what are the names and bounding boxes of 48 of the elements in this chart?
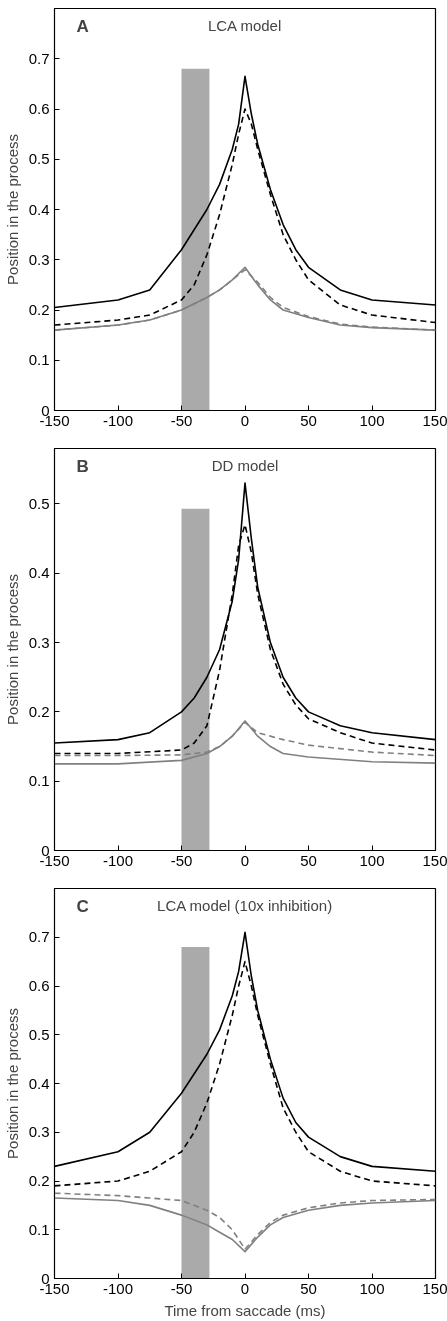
y-tick-label: 0.5 <box>28 150 50 168</box>
y-axis-title: Position in the process <box>3 1008 21 1159</box>
x-tick-label: -100 <box>102 411 134 429</box>
x-tick-label: 0 <box>240 851 250 869</box>
x-tick-label: -50 <box>170 851 193 869</box>
text: DD model <box>211 456 279 474</box>
x-tick-label: -50 <box>170 411 193 429</box>
y-tick-label: 0.5 <box>28 494 50 512</box>
y-tick-label: 0.4 <box>28 1074 50 1092</box>
y-tick-label: 0.5 <box>28 1025 50 1043</box>
y-axis-title: Position in the process <box>3 574 21 725</box>
x-tick-label: 0 <box>240 411 250 429</box>
x-tick-label: 150 <box>422 1279 447 1297</box>
y-tick-label: 0.7 <box>28 928 50 946</box>
x-tick-label: 150 <box>422 411 447 429</box>
text: LCA model (10x inhibition) <box>157 896 333 914</box>
y-tick-label: 0.2 <box>28 301 50 318</box>
x-tick-label: 50 <box>300 1279 317 1297</box>
y-tick-label: 0.1 <box>28 351 50 369</box>
x-tick-label: 100 <box>359 1279 385 1297</box>
y-tick-label: 0.3 <box>28 250 50 268</box>
line-series <box>54 720 436 765</box>
x-tick-label: 100 <box>359 851 385 869</box>
annotation: A <box>76 16 89 36</box>
annotation: B <box>76 456 89 476</box>
x-tick-label: 150 <box>422 851 447 869</box>
y-tick-label: 0.1 <box>28 772 50 790</box>
y-tick-label: 0.6 <box>28 977 50 994</box>
x-tick-label: -100 <box>102 851 134 869</box>
y-tick-label: 0.7 <box>28 49 50 67</box>
y-tick-label: 0.2 <box>28 702 50 720</box>
y-tick-label: 0.6 <box>28 100 50 117</box>
y-axis-title: Position in the process <box>3 134 21 285</box>
text: LCA model <box>207 16 282 34</box>
y-tick-label: 0.4 <box>28 564 50 582</box>
annotation: C <box>76 896 89 916</box>
x-tick-label: 50 <box>300 851 317 869</box>
y-tick-label: 0.2 <box>28 1172 50 1189</box>
x-tick-label: 50 <box>300 411 317 429</box>
y-tick-label: 0.3 <box>28 1123 50 1141</box>
x-tick-label: 100 <box>359 411 385 429</box>
x-tick-label: 0 <box>240 1279 250 1297</box>
x-tick-label: -100 <box>102 1279 134 1297</box>
y-tick-label: 0.3 <box>28 633 50 651</box>
y-tick-label: 0.1 <box>28 1220 50 1238</box>
x-tick-label: -50 <box>170 1279 193 1297</box>
x-axis-title: Time from saccade (ms) <box>164 1301 326 1319</box>
y-tick-label: 0.4 <box>28 200 50 218</box>
